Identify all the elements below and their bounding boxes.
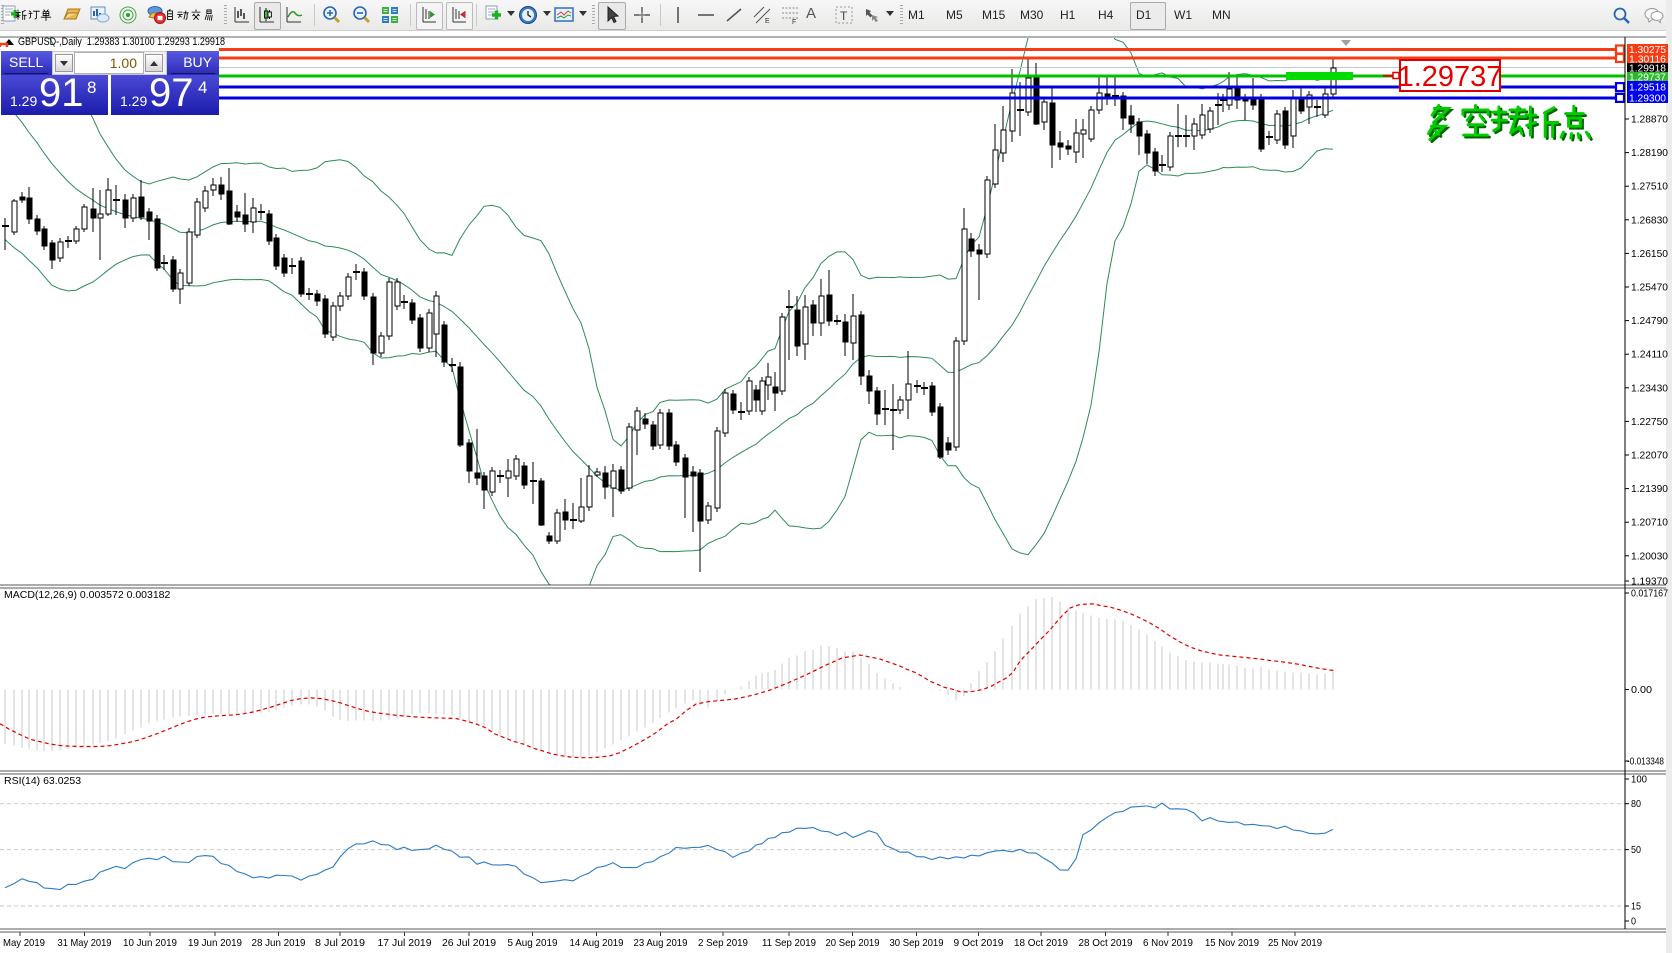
svg-text:1.29300: 1.29300 <box>1629 92 1666 104</box>
svg-text:10 Jun 2019: 10 Jun 2019 <box>123 937 177 949</box>
svg-text:15: 15 <box>1631 901 1641 913</box>
svg-text:1.20710: 1.20710 <box>1631 517 1668 529</box>
svg-text:26 Jul 2019: 26 Jul 2019 <box>442 937 496 949</box>
svg-text:1.27510: 1.27510 <box>1631 181 1668 193</box>
svg-text:6 Nov 2019: 6 Nov 2019 <box>1143 937 1193 949</box>
svg-text:11 Sep 2019: 11 Sep 2019 <box>762 937 816 949</box>
svg-text:1.30275: 1.30275 <box>1629 44 1666 56</box>
svg-text:1.24790: 1.24790 <box>1631 315 1668 327</box>
svg-text:80: 80 <box>1631 798 1641 810</box>
svg-text:2 May 2019: 2 May 2019 <box>0 937 45 949</box>
svg-text:0.00: 0.00 <box>1631 684 1652 696</box>
svg-text:-0.013348: -0.013348 <box>1627 756 1664 768</box>
svg-text:1.28870: 1.28870 <box>1631 114 1668 126</box>
svg-text:T: T <box>840 9 848 23</box>
svg-text:50: 50 <box>1631 844 1641 856</box>
svg-text:2 Sep 2019: 2 Sep 2019 <box>698 937 748 949</box>
svg-text:1.23430: 1.23430 <box>1631 382 1668 394</box>
svg-text:1.26150: 1.26150 <box>1631 248 1668 260</box>
svg-text:18 Oct 2019: 18 Oct 2019 <box>1014 937 1068 949</box>
svg-text:1.26830: 1.26830 <box>1631 214 1668 226</box>
svg-text:1.21390: 1.21390 <box>1631 483 1668 495</box>
svg-text:28 Jun 2019: 28 Jun 2019 <box>252 937 306 949</box>
svg-text:1.25470: 1.25470 <box>1631 282 1668 294</box>
svg-text:100: 100 <box>1631 774 1647 786</box>
svg-text:1.29518: 1.29518 <box>1629 81 1666 93</box>
svg-text:1.19370: 1.19370 <box>1631 576 1668 588</box>
svg-text:0: 0 <box>1631 916 1636 928</box>
svg-text:1.29737: 1.29737 <box>1629 71 1666 83</box>
svg-text:0.017167: 0.017167 <box>1631 588 1668 600</box>
svg-text:14 Aug 2019: 14 Aug 2019 <box>570 937 624 949</box>
svg-text:E: E <box>765 18 770 25</box>
svg-text:17 Jul 2019: 17 Jul 2019 <box>378 937 432 949</box>
svg-text:1.24110: 1.24110 <box>1631 349 1668 361</box>
svg-text:1.29918: 1.29918 <box>1629 62 1666 74</box>
svg-text:19 Jun 2019: 19 Jun 2019 <box>188 937 242 949</box>
svg-text:1.20030: 1.20030 <box>1631 550 1668 562</box>
svg-text:20 Sep 2019: 20 Sep 2019 <box>826 937 880 949</box>
svg-text:F: F <box>792 19 796 25</box>
svg-text:30 Sep 2019: 30 Sep 2019 <box>890 937 944 949</box>
svg-text:25 Nov 2019: 25 Nov 2019 <box>1268 937 1322 949</box>
svg-text:5 Aug 2019: 5 Aug 2019 <box>508 937 558 949</box>
svg-text:1.22750: 1.22750 <box>1631 416 1668 428</box>
svg-text:31 May 2019: 31 May 2019 <box>58 937 112 949</box>
svg-text:1.22070: 1.22070 <box>1631 450 1668 462</box>
svg-text:MACD(12,26,9) 0.003572 0.00318: MACD(12,26,9) 0.003572 0.003182 <box>4 589 171 601</box>
svg-text:1.28190: 1.28190 <box>1631 147 1668 159</box>
svg-text:1.30116: 1.30116 <box>1629 53 1666 65</box>
svg-text:9 Oct 2019: 9 Oct 2019 <box>954 937 1004 949</box>
svg-text:28 Oct 2019: 28 Oct 2019 <box>1079 937 1133 949</box>
svg-text:23 Aug 2019: 23 Aug 2019 <box>634 937 688 949</box>
svg-text:8 Jul 2019: 8 Jul 2019 <box>315 937 365 949</box>
svg-text:RSI(14) 63.0253: RSI(14) 63.0253 <box>4 775 81 787</box>
svg-text:1.29737: 1.29737 <box>1398 61 1503 93</box>
svg-text:GBPUSD-,Daily 1.29383 1.30100: GBPUSD-,Daily 1.29383 1.30100 1.29293 1.… <box>18 36 225 48</box>
svg-text:15 Nov 2019: 15 Nov 2019 <box>1205 937 1259 949</box>
